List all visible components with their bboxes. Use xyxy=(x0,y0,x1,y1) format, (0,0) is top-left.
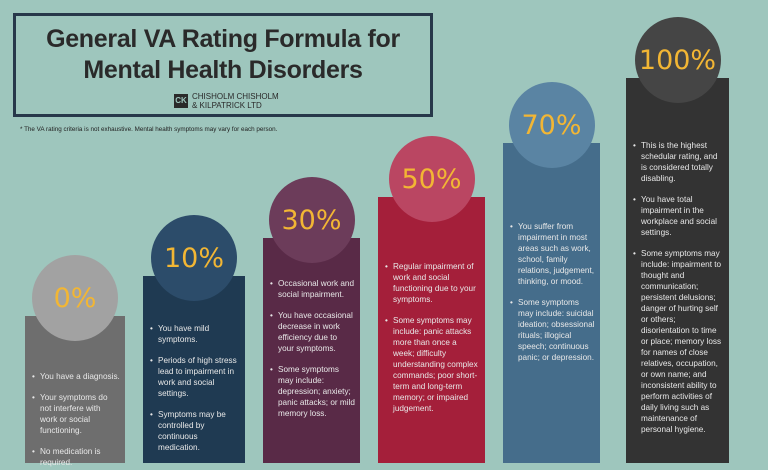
page-title: General VA Rating Formula for Mental Heal… xyxy=(16,24,430,86)
list-item: No medication is required. xyxy=(32,446,120,468)
rating-circle-50: 50% xyxy=(388,136,475,222)
list-item: You have mild symptoms. xyxy=(150,323,240,345)
rating-circle-100: 100% xyxy=(634,17,721,103)
list-item: Periods of high stress lead to impairmen… xyxy=(150,355,240,399)
title-line-1: General VA Rating Formula for xyxy=(46,25,400,53)
rating-percent: 70% xyxy=(521,109,582,141)
logo-line-1: CHISHOLM CHISHOLM xyxy=(192,92,279,101)
rating-percent: 10% xyxy=(163,242,224,274)
rating-circle-0: 0% xyxy=(32,255,118,341)
list-item: You have occasional decrease in work eff… xyxy=(270,310,355,354)
rating-bar-70: You suffer from impairment in most areas… xyxy=(503,143,600,463)
rating-percent: 50% xyxy=(401,163,462,195)
list-item: Some symptoms may include: depression; a… xyxy=(270,364,355,419)
symptom-list: Occasional work and social impairment. Yo… xyxy=(270,278,355,419)
rating-percent: 0% xyxy=(53,282,97,314)
symptom-list: You have a diagnosis. Your symptoms do no… xyxy=(32,371,120,468)
logo-text: CHISHOLM CHISHOLM & KILPATRICK LTD xyxy=(192,92,279,110)
title-line-2: Mental Health Disorders xyxy=(83,56,363,84)
list-item: You have a diagnosis. xyxy=(32,371,120,382)
rating-bar-100: This is the highest schedular rating, an… xyxy=(626,78,729,463)
rating-circle-30: 30% xyxy=(268,177,355,263)
rating-circle-10: 10% xyxy=(151,215,237,301)
symptom-list: This is the highest schedular rating, an… xyxy=(633,140,724,435)
rating-percent: 30% xyxy=(281,204,342,236)
rating-circle-70: 70% xyxy=(508,82,595,168)
symptom-list: Regular impairment of work and social fu… xyxy=(385,261,480,414)
list-item: Regular impairment of work and social fu… xyxy=(385,261,480,305)
rating-bar-50: Regular impairment of work and social fu… xyxy=(378,197,485,463)
symptom-list: You suffer from impairment in most areas… xyxy=(510,221,595,363)
list-item: Some symptoms may include: suicidal idea… xyxy=(510,297,595,363)
list-item: This is the highest schedular rating, an… xyxy=(633,140,724,184)
list-item: You have total impairment in the workpla… xyxy=(633,194,724,238)
list-item: Some symptoms may include: panic attacks… xyxy=(385,315,480,414)
rating-percent: 100% xyxy=(638,44,717,76)
symptom-list: You have mild symptoms. Periods of high s… xyxy=(150,323,240,453)
rating-bar-30: Occasional work and social impairment. Yo… xyxy=(263,238,360,463)
list-item: Symptoms may be controlled by continuous… xyxy=(150,409,240,453)
logo: CK CHISHOLM CHISHOLM & KILPATRICK LTD xyxy=(174,92,279,110)
logo-line-2: & KILPATRICK LTD xyxy=(192,101,262,110)
list-item: Some symptoms may include: impairment to… xyxy=(633,248,724,435)
disclaimer-note: * The VA rating criteria is not exhausti… xyxy=(20,126,278,133)
list-item: Your symptoms do not interfere with work… xyxy=(32,392,120,436)
logo-mark: CK xyxy=(174,94,188,108)
list-item: You suffer from impairment in most areas… xyxy=(510,221,595,287)
rating-bar-10: You have mild symptoms. Periods of high s… xyxy=(143,276,245,463)
title-box: General VA Rating Formula for Mental Heal… xyxy=(13,13,433,117)
list-item: Occasional work and social impairment. xyxy=(270,278,355,300)
